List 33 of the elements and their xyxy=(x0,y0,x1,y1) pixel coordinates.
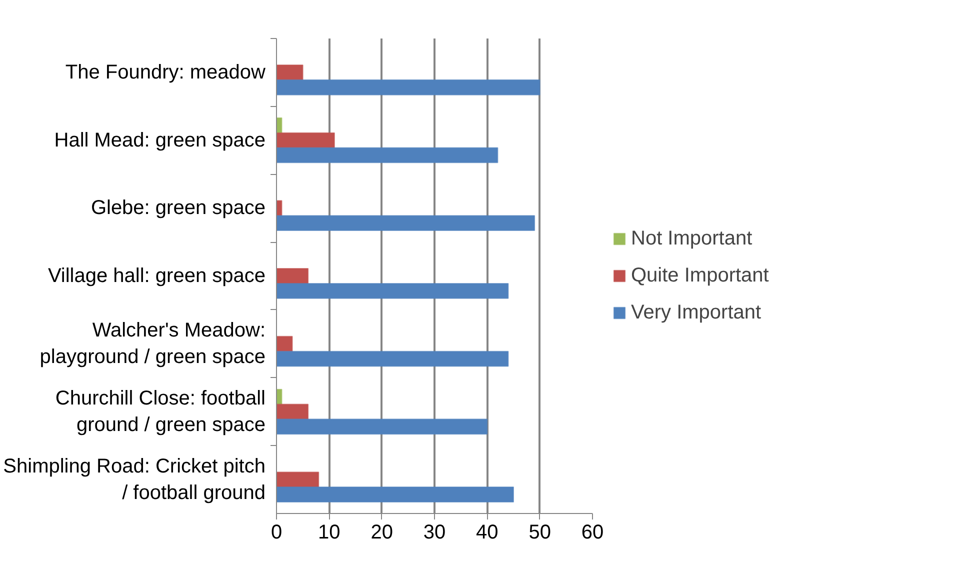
bar xyxy=(276,472,320,488)
x-tick-label: 20 xyxy=(370,522,393,544)
bar xyxy=(276,64,304,80)
bar xyxy=(276,282,509,299)
bar xyxy=(276,147,498,164)
x-tick-label: 60 xyxy=(581,522,604,544)
y-tick-label: Walcher's Meadow: playground / green space xyxy=(40,320,266,368)
bar xyxy=(276,117,282,134)
y-tick-label: Glebe: green space xyxy=(90,197,266,220)
bar xyxy=(276,79,540,96)
bar xyxy=(276,418,488,435)
bar xyxy=(276,486,514,502)
y-tick-label: Hall Mead: green space xyxy=(54,129,266,152)
y-tick-label: The Foundry: meadow xyxy=(65,61,266,84)
y-tick-label: Churchill Close: football ground / green space xyxy=(55,388,266,436)
bar xyxy=(276,388,282,405)
x-tick-label: 50 xyxy=(528,522,551,544)
bar xyxy=(276,336,293,352)
y-tick-label: Shimpling Road: Cricket pitch / football ground xyxy=(3,455,266,504)
legend-label: Not Important xyxy=(631,227,752,250)
bar xyxy=(276,215,536,232)
bar xyxy=(276,404,309,420)
x-tick-label: 40 xyxy=(476,522,498,544)
bar xyxy=(276,350,509,367)
x-tick-label: 10 xyxy=(318,522,340,544)
bar xyxy=(276,268,309,284)
bar xyxy=(276,132,335,148)
bar xyxy=(276,200,282,216)
legend-label: Very Important xyxy=(631,301,762,324)
legend-label: Quite Important xyxy=(631,264,769,287)
x-tick-label: 30 xyxy=(423,522,446,544)
x-tick-label: 0 xyxy=(270,522,282,544)
y-tick-label: Village hall: green space xyxy=(48,265,266,287)
